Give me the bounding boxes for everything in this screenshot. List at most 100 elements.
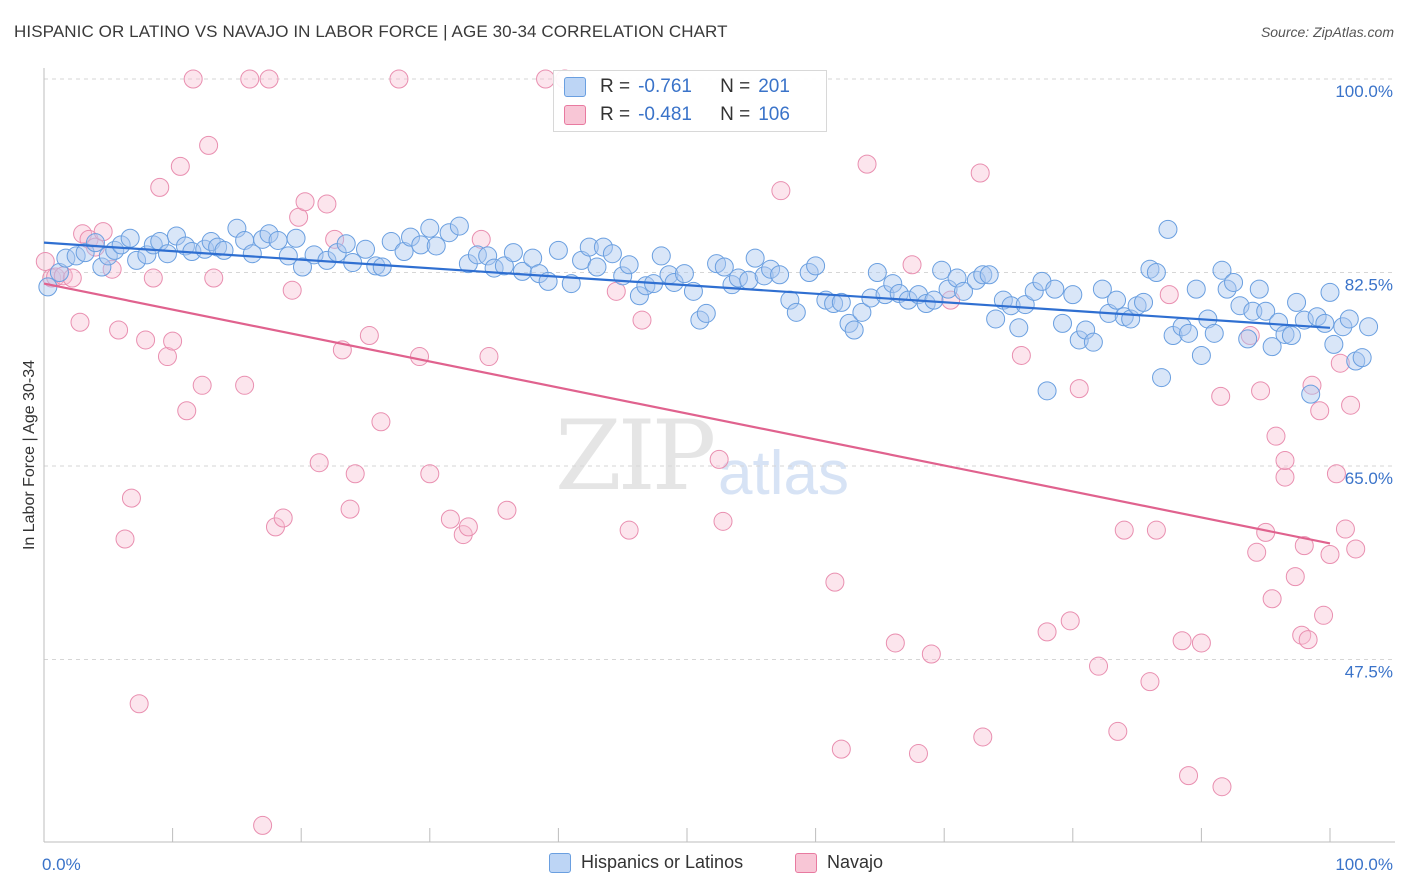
hispanic-point bbox=[292, 257, 312, 277]
hispanic-point bbox=[512, 261, 532, 281]
hispanic-point bbox=[1212, 260, 1232, 280]
navajo-point bbox=[163, 331, 183, 351]
navajo-point bbox=[536, 69, 556, 89]
legend-n-label: N = bbox=[720, 104, 751, 125]
navajo-point bbox=[1089, 656, 1109, 676]
hispanic-point bbox=[761, 259, 781, 279]
hispanic-point bbox=[1307, 307, 1327, 327]
hispanic-point bbox=[426, 236, 446, 256]
navajo-point bbox=[136, 330, 156, 350]
navajo-point bbox=[1011, 345, 1031, 365]
hispanic-point bbox=[356, 239, 375, 259]
navajo-point bbox=[1069, 379, 1089, 399]
hispanic-point bbox=[770, 265, 790, 285]
legend-r-label: R = bbox=[600, 76, 631, 97]
navajo-point bbox=[345, 464, 365, 484]
hispanic-point bbox=[561, 274, 581, 294]
hispanic-point bbox=[1262, 337, 1282, 357]
navajo-point bbox=[1335, 519, 1355, 539]
y-tick-label: 65.0% bbox=[1345, 469, 1393, 488]
hispanic-point bbox=[1152, 368, 1172, 388]
hispanic-point bbox=[1083, 332, 1103, 352]
gridlines bbox=[44, 78, 1395, 661]
hispanic-point bbox=[1179, 323, 1199, 343]
legend-r-value: -0.761 bbox=[638, 76, 692, 97]
navajo-point bbox=[240, 69, 260, 89]
legend-swatch-navajo bbox=[564, 105, 586, 125]
hispanic-point bbox=[839, 313, 859, 333]
bottom-legend-swatch-hispanic bbox=[549, 852, 571, 873]
navajo-point bbox=[1320, 544, 1340, 564]
navajo-point bbox=[282, 280, 302, 300]
hispanic-point bbox=[1045, 279, 1065, 299]
legend-r-value: -0.481 bbox=[638, 104, 692, 125]
navajo-point bbox=[619, 520, 639, 540]
x-tick-label: 0.0% bbox=[42, 855, 81, 874]
y-tick-label: 82.5% bbox=[1345, 276, 1393, 295]
hispanic-point bbox=[449, 216, 469, 236]
navajo-point bbox=[150, 177, 170, 197]
hispanic-point bbox=[372, 257, 392, 277]
navajo-point bbox=[340, 499, 360, 519]
bottom-legend-hispanic: Hispanics or Latinos bbox=[549, 852, 743, 873]
hispanic-point bbox=[986, 309, 1006, 329]
hispanic-point bbox=[1269, 312, 1289, 332]
navajo-point bbox=[115, 529, 135, 549]
navajo-point bbox=[831, 739, 851, 759]
hispanic-point bbox=[503, 243, 523, 263]
hispanic-point bbox=[806, 256, 826, 276]
navajo-point bbox=[35, 251, 55, 271]
hispanic-point bbox=[1191, 345, 1211, 365]
trend-lines bbox=[43, 241, 1331, 545]
legend-swatch-hispanic bbox=[564, 77, 586, 97]
navajo-point bbox=[235, 375, 255, 395]
navajo-point bbox=[1060, 611, 1080, 631]
hispanic-point bbox=[38, 277, 58, 297]
navajo-point bbox=[471, 229, 491, 249]
hispanic-point bbox=[49, 263, 69, 283]
hispanic-point bbox=[157, 244, 177, 264]
x-tick-labels: 0.0% 100.0% bbox=[42, 855, 1393, 874]
navajo-point bbox=[359, 326, 379, 346]
navajo-point bbox=[885, 633, 905, 653]
navajo-point bbox=[157, 347, 177, 367]
hispanic-point bbox=[1134, 292, 1154, 312]
navajo-point bbox=[170, 156, 190, 176]
hispanic-point bbox=[1146, 263, 1166, 283]
navajo-point bbox=[1108, 721, 1128, 741]
hispanic-point bbox=[253, 229, 273, 249]
hispanic-point bbox=[966, 270, 986, 290]
navajo-point bbox=[902, 255, 922, 275]
navajo-point bbox=[771, 181, 791, 201]
navajo-point bbox=[713, 511, 733, 531]
hispanic-point bbox=[381, 232, 401, 252]
navajo-point bbox=[1275, 467, 1295, 487]
y-tick-label: 100.0% bbox=[1335, 82, 1393, 101]
navajo-point bbox=[253, 815, 273, 835]
hispanic-point bbox=[467, 245, 487, 265]
navajo-point bbox=[109, 320, 129, 340]
hispanic-point bbox=[1333, 317, 1353, 337]
hispanic-point bbox=[286, 228, 306, 248]
navajo-point bbox=[1172, 631, 1192, 651]
navajo-point bbox=[389, 69, 409, 89]
navajo-point bbox=[121, 488, 141, 508]
hispanic-point bbox=[1230, 296, 1250, 316]
navajo-point bbox=[921, 644, 941, 664]
hispanic-point bbox=[1294, 310, 1314, 330]
hispanic-point bbox=[1015, 295, 1035, 315]
navajo-point bbox=[1212, 777, 1232, 797]
hispanic-point bbox=[439, 223, 459, 243]
hispanic-point bbox=[175, 236, 195, 256]
hispanic-point bbox=[707, 254, 727, 274]
navajo-point bbox=[420, 464, 440, 484]
hispanic-trend-line bbox=[43, 241, 1331, 329]
hispanic-point bbox=[85, 233, 105, 253]
hispanic-point bbox=[1158, 219, 1178, 239]
watermark-zip: ZIP bbox=[555, 400, 716, 512]
navajo-point bbox=[458, 517, 478, 537]
hispanic-point bbox=[1281, 326, 1301, 346]
hispanic-point bbox=[619, 255, 639, 275]
hispanic-point bbox=[75, 243, 95, 263]
